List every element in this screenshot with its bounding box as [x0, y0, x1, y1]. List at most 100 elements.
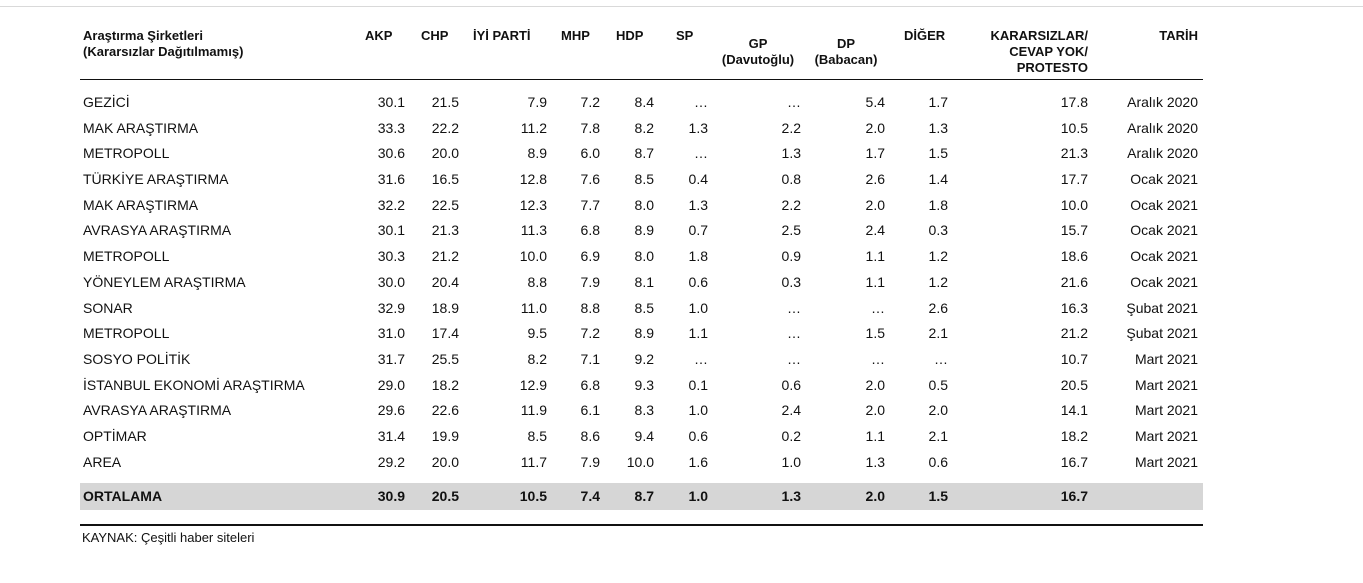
header-iyi: İYİ PARTİ [473, 28, 531, 43]
header-dp: DP (Babacan) [814, 36, 878, 67]
cell-diger: 1.7 [928, 94, 948, 110]
cell-iyi: 8.5 [527, 427, 547, 444]
table-row: MAK ARAŞTIRMA 33.3 22.2 11.2 7.8 8.2 1.3 2.2 2.0… [80, 114, 1203, 140]
cell-dp: 1.3 [865, 453, 885, 470]
source-note: KAYNAK: Çeşitli haber siteleri [82, 530, 255, 545]
cell-dp: 2.6 [865, 171, 885, 188]
cell-mhp: 6.1 [580, 402, 600, 419]
cell-company: YÖNEYLEM ARAŞTIRMA [83, 273, 246, 290]
cell-akp: 31.6 [377, 171, 405, 188]
cell-gp: … [787, 94, 801, 110]
cell-sp: 0.7 [688, 222, 708, 239]
cell-chp: 21.2 [431, 248, 459, 265]
cell-dp: … [871, 299, 885, 316]
cell-akp: 31.7 [377, 350, 405, 367]
cell-company: İSTANBUL EKONOMİ ARAŞTIRMA [83, 376, 305, 393]
cell-akp: 30.1 [377, 94, 405, 110]
cell-sp: … [694, 94, 708, 110]
table-row: MAK ARAŞTIRMA 32.2 22.5 12.3 7.7 8.0 1.3 2.2 2.0… [80, 191, 1203, 217]
avg-gp: 1.3 [781, 488, 801, 505]
cell-diger: 2.0 [928, 402, 948, 419]
cell-akp: 32.2 [377, 196, 405, 213]
cell-sp: 0.4 [688, 171, 708, 188]
cell-sp: … [694, 145, 708, 162]
header-gp: GP (Davutoğlu) [721, 36, 795, 67]
table-row: SOSYO POLİTİK 31.7 25.5 8.2 7.1 9.2 … … … … 10.7 Ma… [80, 345, 1203, 371]
cell-diger: … [934, 350, 948, 367]
cell-kararsiz: 14.1 [1060, 402, 1088, 419]
cell-kararsiz: 18.2 [1060, 427, 1088, 444]
cell-dp: 1.5 [865, 325, 885, 342]
cell-dp: 1.1 [865, 273, 885, 290]
cell-diger: 2.6 [928, 299, 948, 316]
table-row: METROPOLL 31.0 17.4 9.5 7.2 8.9 1.1 … 1.5 2.1 21.2… [80, 319, 1203, 345]
cell-company: AVRASYA ARAŞTIRMA [83, 402, 232, 419]
cell-chp: 17.4 [431, 325, 459, 342]
cell-mhp: 8.8 [580, 299, 600, 316]
cell-tarih: Şubat 2021 [1126, 325, 1198, 342]
cell-hdp: 8.9 [634, 325, 654, 342]
cell-diger: 2.1 [928, 427, 948, 444]
cell-dp: 1.7 [865, 145, 885, 162]
cell-sp: 1.8 [688, 248, 708, 265]
cell-diger: 1.5 [928, 145, 948, 162]
cell-diger: 1.3 [928, 119, 948, 136]
header-chp: CHP [421, 28, 449, 43]
cell-mhp: 6.8 [580, 222, 600, 239]
header-akp: AKP [365, 28, 393, 43]
cell-chp: 22.6 [431, 402, 459, 419]
avg-sp: 1.0 [688, 488, 708, 505]
cell-chp: 22.5 [431, 196, 459, 213]
cell-iyi: 10.0 [519, 248, 547, 265]
cell-company: SONAR [83, 299, 133, 316]
cell-sp: 1.0 [688, 299, 708, 316]
cell-hdp: 8.0 [634, 248, 654, 265]
cell-gp: 0.9 [781, 248, 801, 265]
table-header: Araştırma Şirketleri (Kararsızlar Dağıtı… [80, 26, 1203, 80]
cell-diger: 1.2 [928, 248, 948, 265]
avg-dp: 2.0 [865, 488, 885, 505]
cell-company: METROPOLL [83, 325, 170, 342]
cell-iyi: 12.9 [519, 376, 547, 393]
table-row: METROPOLL 30.6 20.0 8.9 6.0 8.7 … 1.3 1.7 1.5 21.3… [80, 139, 1203, 165]
cell-akp: 31.0 [377, 325, 405, 342]
cell-dp: 2.0 [865, 196, 885, 213]
cell-dp: … [871, 350, 885, 367]
cell-sp: 0.6 [688, 427, 708, 444]
cell-hdp: 9.4 [634, 427, 654, 444]
cell-iyi: 11.9 [520, 402, 547, 419]
cell-dp: 5.4 [865, 94, 885, 110]
cell-akp: 32.9 [377, 299, 405, 316]
cell-chp: 19.9 [431, 427, 459, 444]
cell-diger: 0.6 [928, 453, 948, 470]
cell-tarih: Aralık 2020 [1127, 94, 1198, 110]
cell-dp: 1.1 [865, 248, 885, 265]
cell-chp: 22.2 [431, 119, 459, 136]
cell-hdp: 8.9 [634, 222, 654, 239]
cell-hdp: 10.0 [626, 453, 654, 470]
cell-mhp: 7.2 [580, 325, 600, 342]
cell-chp: 16.5 [431, 171, 459, 188]
cell-mhp: 7.2 [580, 94, 600, 110]
cell-sp: 1.0 [688, 402, 708, 419]
table-row: İSTANBUL EKONOMİ ARAŞTIRMA 29.0 18.2 12.9 6.… [80, 371, 1203, 397]
avg-chp: 20.5 [431, 488, 459, 505]
table-row: AVRASYA ARAŞTIRMA 29.6 22.6 11.9 6.1 8.3 1.0 2.… [80, 396, 1203, 422]
average-row: ORTALAMA 30.9 20.5 10.5 7.4 8.7 1.0 1.3 … [80, 483, 1203, 511]
cell-akp: 29.6 [377, 402, 405, 419]
header-tarih: TARİH [1159, 28, 1198, 43]
cell-gp: … [787, 325, 801, 342]
cell-tarih: Aralık 2020 [1127, 119, 1198, 136]
cell-mhp: 7.1 [580, 350, 600, 367]
cell-tarih: Ocak 2021 [1130, 273, 1198, 290]
cell-kararsiz: 10.5 [1060, 119, 1088, 136]
table-row: TÜRKİYE ARAŞTIRMA 31.6 16.5 12.8 7.6 8.5 0.4 0.… [80, 165, 1203, 191]
cell-company: METROPOLL [83, 248, 170, 265]
cell-hdp: 8.5 [634, 299, 654, 316]
header-mhp: MHP [561, 28, 590, 43]
cell-iyi: 11.2 [520, 119, 547, 136]
cell-hdp: 8.2 [634, 119, 654, 136]
cell-kararsiz: 21.3 [1060, 145, 1088, 162]
avg-kararsiz: 16.7 [1060, 488, 1088, 505]
cell-kararsiz: 20.5 [1060, 376, 1088, 393]
